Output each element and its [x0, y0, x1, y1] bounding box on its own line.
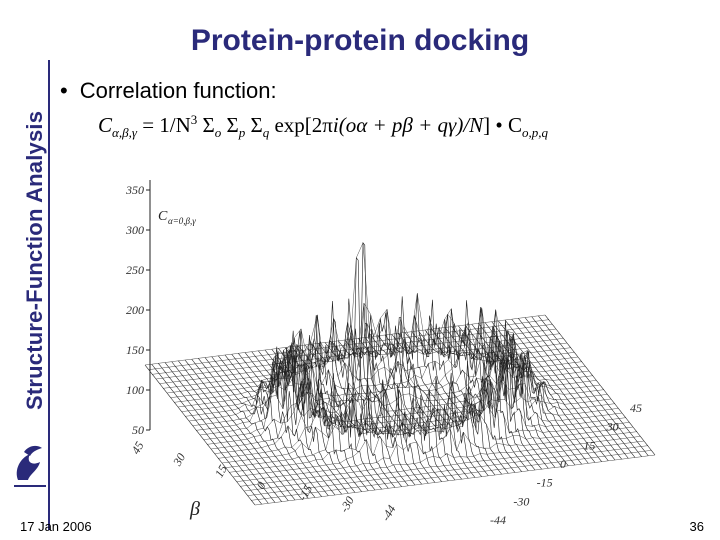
surface-line	[240, 436, 641, 487]
formula-rhs-sub: o,p,q	[522, 125, 549, 141]
surface-line	[163, 337, 564, 389]
z-axis-label: C	[158, 209, 168, 224]
formula-lhs: C	[98, 113, 113, 137]
surface-line	[232, 394, 634, 478]
z-tick-label: 50	[132, 423, 144, 437]
correlation-formula: Cα,β,γ = 1/N3 Σo Σp Σq exp[2πi(oα + pβ +…	[98, 112, 548, 141]
beta-tick-label: 45	[128, 439, 146, 456]
surface-line	[188, 309, 590, 422]
gamma-tick-label: -44	[490, 513, 506, 527]
gamma-tick-label: 45	[630, 401, 642, 415]
z-axis-label-sub: α=0,β,γ	[168, 216, 196, 226]
bullet-item: • Correlation function:	[60, 78, 277, 104]
surface-line	[247, 445, 648, 496]
beta-tick-label: -44	[378, 503, 398, 524]
surface-line	[174, 313, 575, 403]
surface-line	[191, 359, 302, 500]
formula-i-part: i(oα + pβ + qγ)/N	[332, 113, 484, 137]
beta-tick-label: 30	[170, 451, 189, 469]
bullet-marker: •	[60, 78, 68, 103]
z-tick-label: 150	[126, 343, 144, 357]
formula-sum1: Σ	[197, 113, 215, 137]
surface-line	[511, 319, 622, 460]
gamma-tick-label: -30	[513, 494, 529, 508]
formula-pow: 3	[190, 112, 198, 127]
gamma-tick-label: -15	[537, 476, 553, 490]
footer-date: 17 Jan 2006	[20, 519, 92, 534]
surface-line	[192, 325, 593, 426]
formula-sum2-sub: p	[238, 125, 246, 141]
z-tick-label: 300	[125, 223, 144, 237]
university-crest-logo	[14, 445, 46, 487]
formula-lhs-sub: α,β,γ	[112, 125, 137, 141]
surface-line	[148, 319, 549, 370]
beta-tick-label: -15	[295, 482, 315, 503]
surface-line	[229, 375, 630, 473]
surface-line	[218, 378, 619, 459]
surface-line	[159, 333, 560, 384]
gamma-tick-label: 30	[606, 420, 619, 434]
surface-mesh	[144, 241, 656, 506]
side-rule	[48, 60, 50, 530]
surface-line	[251, 450, 652, 501]
surface-line	[196, 242, 597, 431]
beta-tick-label: 15	[212, 462, 230, 479]
z-tick-label: 250	[126, 263, 144, 277]
surface-line	[177, 308, 579, 408]
z-tick-label: 200	[126, 303, 144, 317]
formula-sum3: Σ	[245, 113, 263, 137]
surface-line	[181, 307, 582, 412]
surface-line	[221, 381, 623, 464]
side-title: Structure-Function Analysis	[22, 110, 47, 410]
slide-title: Protein-protein docking	[190, 24, 530, 57]
surface-line	[214, 355, 615, 454]
surface-line	[198, 358, 309, 499]
z-tick-label: 350	[125, 183, 144, 197]
surface-line	[225, 375, 626, 468]
surface-line	[152, 324, 553, 375]
formula-exp: exp[2π	[269, 113, 333, 137]
surface-line	[484, 322, 596, 463]
surface-line	[203, 335, 604, 440]
surface-line	[207, 350, 608, 445]
formula-sum1-sub: o	[214, 125, 222, 141]
surface-line	[236, 427, 637, 482]
formula-sum3-sub: q	[262, 125, 270, 141]
page-number: 36	[689, 519, 704, 534]
bullet-text: Correlation function:	[79, 78, 277, 103]
gamma-tick-label: 15	[583, 438, 595, 452]
beta-axis-label: β	[189, 498, 200, 520]
gamma-tick-label: 0	[560, 457, 566, 471]
surface-line	[166, 308, 568, 394]
formula-eq: = 1/N	[136, 113, 191, 137]
surface-line	[243, 440, 645, 492]
formula-close: ] • C	[483, 113, 523, 137]
z-tick-label: 100	[126, 383, 144, 397]
formula-sum2: Σ	[221, 113, 239, 137]
surface-line	[254, 454, 656, 506]
beta-tick-label: -30	[337, 494, 357, 515]
surface-line	[155, 328, 557, 380]
